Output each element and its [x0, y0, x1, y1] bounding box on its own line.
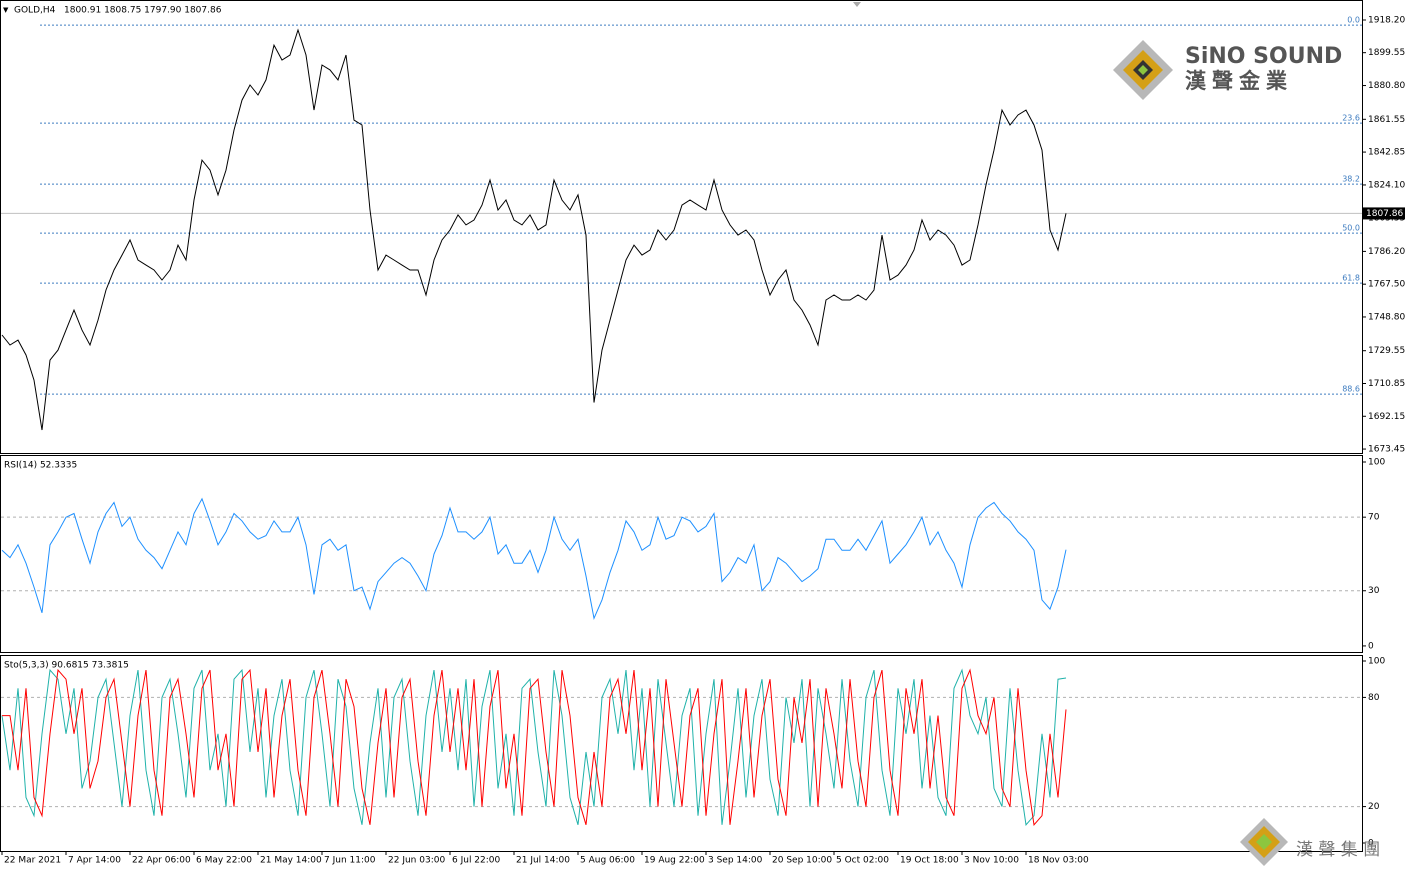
x-tick-label: 18 Nov 03:00: [1028, 856, 1089, 866]
panel-frame: [0, 0, 1363, 454]
y-tick-label: 1767.50: [1368, 280, 1405, 290]
last-price-label: 1807.86: [1366, 209, 1403, 219]
y-tick-label: 1918.20: [1368, 15, 1405, 25]
y-tick-label: 1729.55: [1368, 346, 1405, 356]
y-tick-label: 1710.85: [1368, 379, 1405, 389]
y-tick-label: 1673.45: [1368, 445, 1405, 455]
x-tick-label: 19 Oct 18:00: [900, 856, 959, 866]
shift-marker: [853, 2, 861, 7]
x-tick-label: 5 Oct 02:00: [836, 856, 889, 866]
y-tick-label: 100: [1368, 657, 1385, 667]
logo-diamond-center: [1138, 65, 1148, 75]
y-tick-label: 70: [1368, 513, 1380, 523]
panel-title: GOLD,H4: [14, 6, 56, 16]
y-tick-label: 100: [1368, 457, 1385, 467]
fib-label: 23.6: [1342, 114, 1360, 123]
x-tick-label: 6 Jul 22:00: [452, 856, 501, 866]
panel: 100 70 30 0 RSI(14) 52.3335: [0, 455, 1385, 653]
x-tick-label: 19 Aug 22:00: [644, 856, 705, 866]
x-tick-label: 7 Jun 11:00: [324, 856, 376, 866]
series-line: [2, 668, 1067, 826]
menu-triangle[interactable]: ▼: [3, 6, 9, 14]
y-tick-label: 1899.55: [1368, 48, 1405, 58]
logo: SiNO SOUND 漢聲金業 漢 聲 集 團: [1113, 40, 1380, 866]
y-tick-label: 1880.80: [1368, 81, 1405, 91]
panel-frame: [0, 455, 1363, 653]
group-name-cn: 漢 聲 集 團: [1296, 840, 1380, 860]
x-tick-label: 6 May 22:00: [196, 856, 252, 866]
x-tick-label: 3 Sep 14:00: [708, 856, 763, 866]
y-tick-label: 1824.10: [1368, 180, 1405, 190]
fib-label: 88.6: [1342, 385, 1360, 394]
panel-title: RSI(14) 52.3335: [4, 461, 77, 471]
brand-name: SiNO SOUND: [1185, 44, 1342, 69]
last-price-box: [1363, 207, 1405, 220]
y-tick-label: 0: [1368, 641, 1374, 651]
series-line: [1, 668, 1067, 826]
x-tick-label: 7 Apr 14:00: [68, 856, 121, 866]
y-tick-label: 1748.80: [1368, 312, 1405, 322]
x-tick-label: 22 Apr 06:00: [132, 856, 191, 866]
fib-label: 0.0: [1347, 16, 1360, 25]
y-tick-label: 0: [1368, 838, 1374, 848]
fib-label: 38.2: [1342, 175, 1360, 184]
y-tick-label: 1842.85: [1368, 148, 1405, 158]
series-line: [1, 497, 1067, 620]
x-tick-label: 5 Aug 06:00: [580, 856, 635, 866]
x-tick-label: 20 Sep 10:00: [772, 856, 832, 866]
panel: 0.0 23.6 38.2 50.0 61.8 88.6 1918.20 1899.55 188…: [0, 0, 1405, 455]
x-tick-label: 3 Nov 10:00: [964, 856, 1019, 866]
panel-frame: [0, 655, 1363, 852]
y-tick-label: 1861.55: [1368, 115, 1405, 125]
series-line: [1, 28, 1067, 431]
x-tick-label: 21 May 14:00: [260, 856, 322, 866]
fib-label: 50.0: [1342, 224, 1360, 233]
panel-title: Sto(5,3,3) 90.6815 73.3815: [4, 661, 129, 671]
panel-subtitle: 1800.91 1808.75 1797.90 1807.86: [64, 6, 222, 16]
y-tick-label: 30: [1368, 586, 1380, 596]
y-tick-label: 80: [1368, 693, 1380, 703]
x-tick-label: 22 Mar 2021: [4, 856, 61, 866]
brand-name-cn: 漢聲金業: [1185, 69, 1293, 93]
fib-label: 61.8: [1342, 274, 1360, 283]
y-tick-label: 1786.20: [1368, 247, 1405, 257]
x-tick-label: 21 Jul 14:00: [516, 856, 570, 866]
x-tick-label: 22 Jun 03:00: [388, 856, 445, 866]
y-tick-label: 20: [1368, 802, 1380, 812]
panel: 100 80 20 0 Sto(5,3,3) 90.6815 73.3815 22 Mar…: [0, 655, 1385, 866]
logo-diamond-small-core: [1256, 834, 1272, 850]
y-tick-label: 1692.15: [1368, 412, 1405, 422]
